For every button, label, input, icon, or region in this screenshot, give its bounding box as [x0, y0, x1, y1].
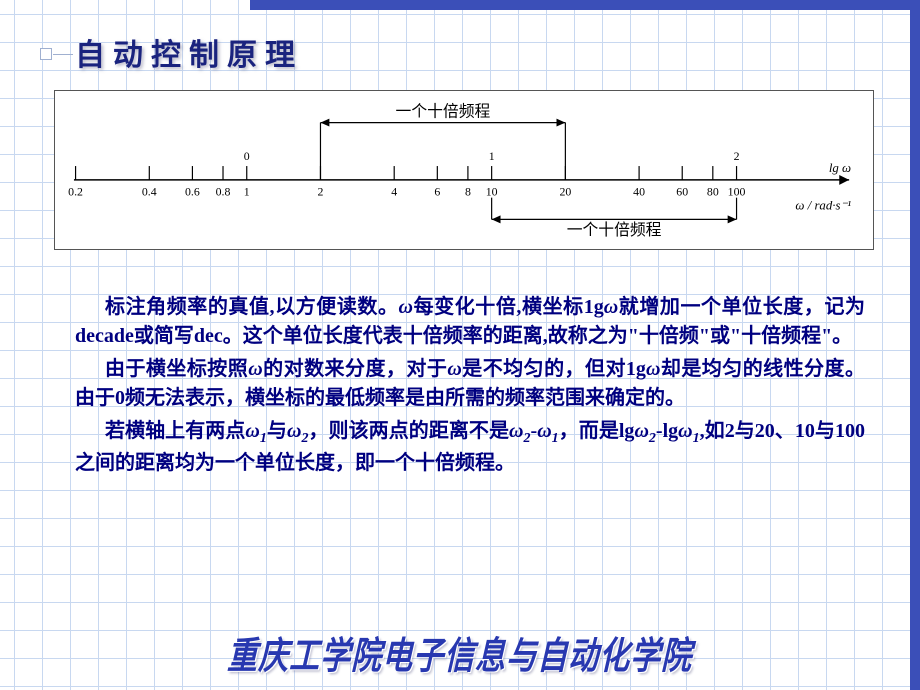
svg-text:100: 100	[728, 185, 746, 199]
paragraph-3: 若横轴上有两点ω1与ω2，则该两点的距离不是ω2-ω1，而是lgω2-lgω1,…	[75, 417, 865, 478]
omega-symbol: ω	[537, 420, 551, 442]
paragraph-1: 标注角频率的真值,以方便读数。ω每变化十倍,横坐标1gω就增加一个单位长度，记为…	[75, 293, 865, 351]
omega-symbol: ω	[634, 420, 648, 442]
svg-text:20: 20	[559, 185, 571, 199]
text-span: 是不均匀的，但对1g	[462, 358, 646, 380]
top-accent-bar	[250, 0, 920, 10]
svg-text:60: 60	[676, 185, 688, 199]
svg-text:lg ω: lg ω	[829, 161, 851, 175]
svg-text:4: 4	[391, 185, 397, 199]
svg-text:0.2: 0.2	[68, 185, 83, 199]
subscript: 1	[552, 431, 559, 446]
text-span: 每变化十倍,横坐标1g	[413, 296, 604, 318]
omega-symbol: ω	[447, 358, 461, 380]
svg-text:0.8: 0.8	[216, 185, 231, 199]
svg-text:0.4: 0.4	[142, 185, 157, 199]
subscript: 2	[524, 431, 531, 446]
svg-text:1: 1	[244, 185, 250, 199]
paragraph-2: 由于横坐标按照ω的对数来分度，对于ω是不均匀的，但对1gω却是均匀的线性分度。由…	[75, 355, 865, 413]
omega-symbol: ω	[399, 296, 413, 318]
text-span: ，而是lg	[559, 420, 635, 442]
svg-text:0: 0	[244, 149, 250, 163]
svg-text:8: 8	[465, 185, 471, 199]
svg-text:40: 40	[633, 185, 645, 199]
svg-text:1: 1	[489, 149, 495, 163]
omega-symbol: ω	[248, 358, 262, 380]
omega-symbol: ω	[678, 420, 692, 442]
text-span: 标注角频率的真值,以方便读数。	[105, 296, 399, 318]
svg-text:一个十倍频程: 一个十倍频程	[396, 103, 491, 121]
page-title: 自动控制原理	[75, 30, 303, 74]
svg-text:80: 80	[707, 185, 719, 199]
log-axis-diagram: 0.2 0.4 0.6 0.8 1 2 4 6 8 10 20 40 60 80 100 0 1 2 lg ω ω /…	[54, 90, 874, 250]
body-text: 标注角频率的真值,以方便读数。ω每变化十倍,横坐标1gω就增加一个单位长度，记为…	[75, 293, 865, 482]
svg-text:2: 2	[318, 185, 324, 199]
text-span: 若横轴上有两点	[105, 420, 245, 442]
omega-symbol: ω	[646, 358, 660, 380]
subscript: 2	[649, 431, 656, 446]
svg-text:6: 6	[434, 185, 440, 199]
text-span: 由于横坐标按照	[105, 358, 248, 380]
omega-symbol: ω	[604, 296, 618, 318]
svg-text:2: 2	[734, 149, 740, 163]
title-decoration	[40, 48, 52, 60]
text-span: 与	[267, 420, 287, 442]
subscript: 1	[260, 431, 267, 446]
axis-svg: 0.2 0.4 0.6 0.8 1 2 4 6 8 10 20 40 60 80 100 0 1 2 lg ω ω /…	[55, 91, 873, 249]
omega-symbol: ω	[509, 420, 523, 442]
svg-text:0.6: 0.6	[185, 185, 200, 199]
svg-text:ω / rad·s⁻¹: ω / rad·s⁻¹	[795, 199, 851, 213]
right-accent-bar	[910, 0, 920, 690]
omega-symbol: ω	[287, 420, 301, 442]
svg-text:10: 10	[486, 185, 498, 199]
footer-institution: 重庆工学院电子信息与自动化学院	[0, 625, 920, 680]
text-span: -lg	[656, 420, 678, 442]
text-span: ，则该两点的距离不是	[308, 420, 509, 442]
text-span: 的对数来分度，对于	[263, 358, 448, 380]
omega-symbol: ω	[245, 420, 259, 442]
svg-text:一个十倍频程: 一个十倍频程	[567, 221, 662, 239]
subscript: 1	[693, 431, 700, 446]
